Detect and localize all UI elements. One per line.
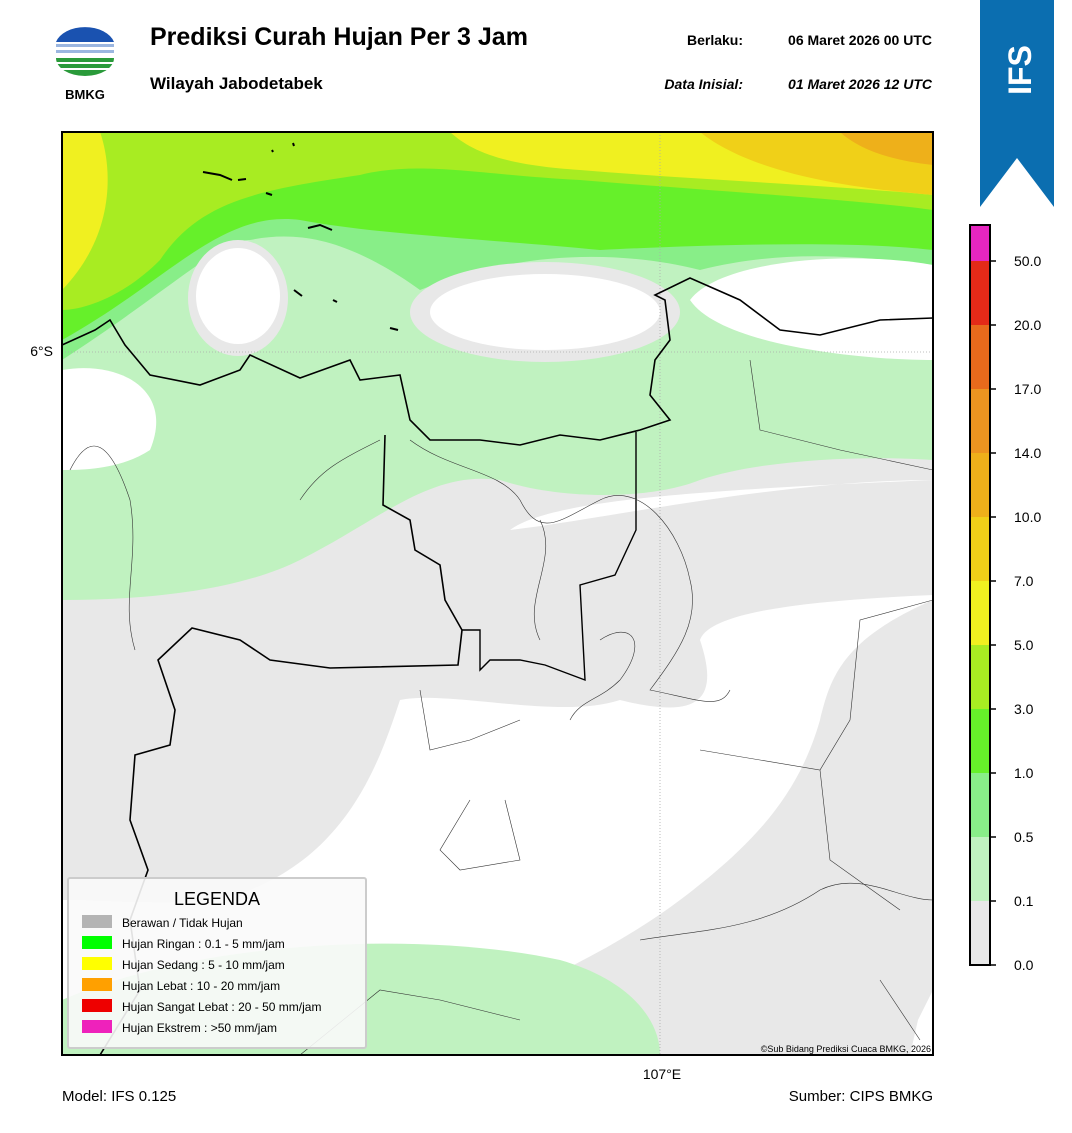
colorbar-tick-label: 20.0 [1014,317,1041,333]
colorbar: 0.0 0.1 0.5 1.0 3.0 5.0 7.0 10.0 14.0 17.0 20.0 50.… [969,224,1041,973]
valid-value: 06 Maret 2026 00 UTC [788,32,932,48]
colorbar-tick-label: 17.0 [1014,381,1041,397]
colorbar-tick-label: 0.0 [1014,957,1034,973]
colorbar-tick-label: 0.1 [1014,893,1034,909]
colorbar-segment [970,709,990,773]
init-value: 01 Maret 2026 12 UTC [788,76,933,92]
credit: ©Sub Bidang Prediksi Cuaca BMKG, 2026 [761,1044,931,1054]
colorbar-segment [970,517,990,581]
logo: BMKG [56,27,114,102]
colorbar-segment [970,645,990,709]
colorbar-tick-label: 1.0 [1014,765,1034,781]
logo-text: BMKG [65,87,105,102]
footer-model: Model: IFS 0.125 [62,1088,176,1105]
colorbar-tick-label: 50.0 [1014,253,1041,269]
colorbar-segment [970,581,990,645]
legend-swatch [82,978,112,991]
colorbar-tick-label: 7.0 [1014,573,1034,589]
legend-swatch [82,1020,112,1033]
colorbar-tick-label: 5.0 [1014,637,1034,653]
legend-label: Hujan Sangat Lebat : 20 - 50 mm/jam [122,1000,321,1014]
lat-label: 6°S [30,343,53,359]
legend-label: Berawan / Tidak Hujan [122,916,243,930]
legend-label: Hujan Ringan : 0.1 - 5 mm/jam [122,937,285,951]
subtitle: Wilayah Jabodetabek [150,74,323,93]
legend-label: Hujan Lebat : 10 - 20 mm/jam [122,979,280,993]
colorbar-segment [970,453,990,517]
legend-label: Hujan Ekstrem : >50 mm/jam [122,1021,277,1035]
colorbar-segment [970,261,990,325]
legend-swatch [82,936,112,949]
colorbar-segment [970,837,990,901]
legend-swatch [82,957,112,970]
colorbar-tick-label: 0.5 [1014,829,1034,845]
legend-swatch [82,999,112,1012]
colorbar-segment [970,225,990,261]
badge-text: IFS [1002,45,1038,95]
legend-title: LEGENDA [174,889,260,909]
colorbar-segment [970,773,990,837]
legend-label: Hujan Sedang : 5 - 10 mm/jam [122,958,285,972]
legend: LEGENDA Berawan / Tidak Hujan Hujan Ringa… [67,877,367,1049]
map-frame [61,131,934,1056]
colorbar-frame [969,224,991,966]
colorbar-tick-label: 10.0 [1014,509,1041,525]
init-label: Data Inisial: [664,76,743,92]
colorbar-segment [970,325,990,389]
legend-swatch [82,915,112,928]
colorbar-segment [970,389,990,453]
lon-label: 107°E [643,1066,681,1082]
colorbar-segment [970,901,990,965]
title: Prediksi Curah Hujan Per 3 Jam [150,23,528,51]
colorbar-tick-label: 3.0 [1014,701,1034,717]
valid-label: Berlaku: [687,32,743,48]
colorbar-tick-label: 14.0 [1014,445,1041,461]
badge [980,0,1054,207]
footer-source: Sumber: CIPS BMKG [789,1088,933,1105]
